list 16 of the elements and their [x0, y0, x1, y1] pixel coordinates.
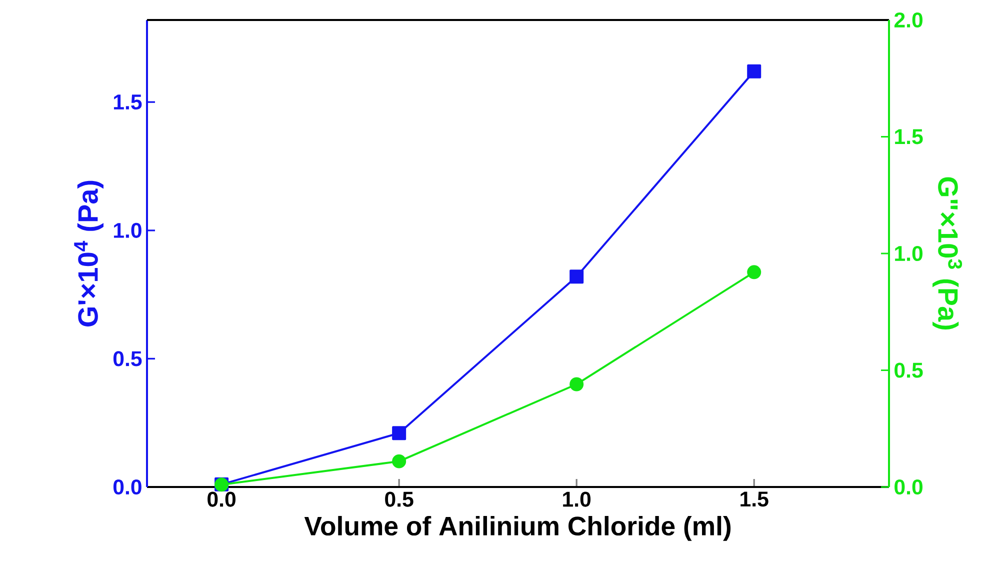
x-tick-label: 1.0	[563, 492, 591, 507]
y-tick-label: 1.0	[114, 222, 142, 238]
y-axis-title: G'×10$^{4}$ (Pa)	[74, 180, 104, 326]
y2-tick-label: 1.5	[895, 129, 923, 144]
x-tick-label: 0.0	[208, 492, 236, 507]
y2-tick-label: 2.0	[894, 12, 922, 28]
x-tick-label: 1.5	[740, 492, 768, 507]
y2-tick-label: 1.0	[895, 246, 922, 262]
x-tick-label: 0.5	[385, 492, 414, 507]
x-axis-title: Volume of Anilinium Chloride (ml)	[304, 516, 731, 541]
y2-axis-title: G"×10$^{3}$ (Pa)	[932, 177, 962, 330]
y-tick-label: 0.5	[113, 351, 142, 366]
y-tick-label: 0.0	[113, 479, 142, 495]
y2-tick-label: 0.0	[894, 479, 922, 495]
y-tick-label: 1.5	[114, 94, 142, 110]
y2-tick-label: 0.5	[894, 362, 923, 378]
